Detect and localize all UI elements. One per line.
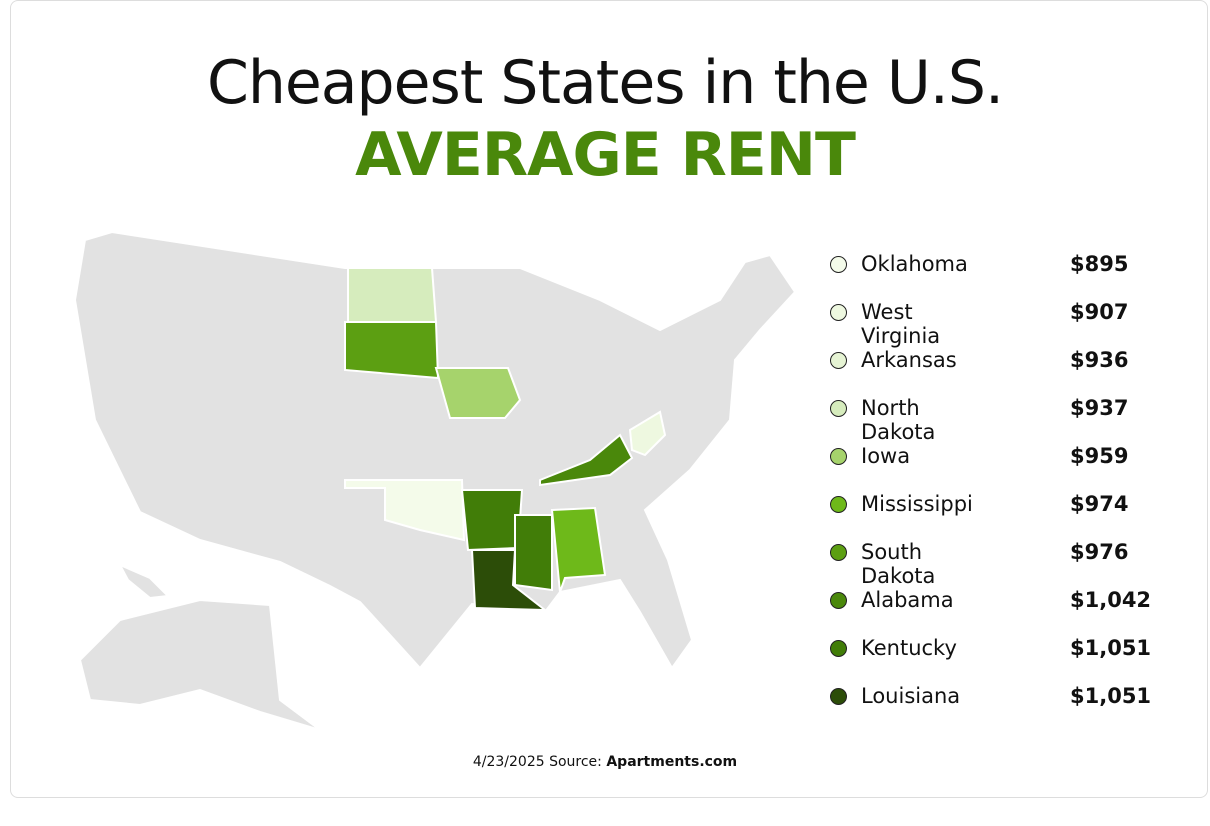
legend-swatch — [830, 448, 847, 465]
alabama-shape — [550, 506, 607, 593]
us-mainland — [73, 230, 797, 670]
legend-swatch — [830, 640, 847, 657]
base-map — [73, 230, 797, 731]
rent-value: $974 — [1070, 492, 1129, 516]
alaska — [78, 598, 321, 731]
rent-value: $907 — [1070, 300, 1129, 324]
rent-value: $1,051 — [1070, 684, 1152, 708]
source-name: Apartments.com — [606, 754, 738, 770]
source: 4/23/2025 Source: Apartments.com — [0, 754, 1210, 770]
mississippi-shape — [514, 514, 553, 592]
arkansas-shape — [460, 489, 524, 552]
south-dakota-shape — [344, 321, 440, 380]
state-name: Oklahoma — [861, 252, 968, 276]
legend-swatch — [830, 592, 847, 609]
north-dakota-shape — [347, 267, 438, 323]
state-name: Alabama — [861, 588, 954, 612]
state-name: Kentucky — [861, 636, 957, 660]
legend-swatch — [830, 256, 847, 273]
subtitle: AVERAGE RENT — [355, 120, 856, 190]
legend-swatch — [830, 304, 847, 321]
legend-swatch — [830, 688, 847, 705]
rent-value: $976 — [1070, 540, 1129, 564]
rent-value: $937 — [1070, 396, 1129, 420]
louisiana-shape — [470, 549, 549, 612]
state-name: South Dakota — [861, 540, 936, 588]
rent-value: $959 — [1070, 444, 1129, 468]
state-name: Louisiana — [861, 684, 961, 708]
title: Cheapest States in the U.S. — [206, 48, 1004, 118]
legend-swatch — [830, 496, 847, 513]
legend-swatch — [830, 352, 847, 369]
highlighted-states — [344, 267, 667, 612]
state-name: North Dakota — [861, 396, 936, 444]
state-name: Arkansas — [861, 348, 957, 372]
state-name: Iowa — [861, 444, 911, 468]
hawaii — [117, 562, 171, 600]
us-map — [73, 230, 797, 731]
card — [10, 0, 1208, 798]
rent-value: $895 — [1070, 252, 1129, 276]
state-name: West Virginia — [861, 300, 941, 348]
legend-swatch — [830, 400, 847, 417]
west-virginia-shape — [628, 410, 667, 457]
rent-value: $1,051 — [1070, 636, 1152, 660]
rent-value: $1,042 — [1070, 588, 1152, 612]
state-name: Mississippi — [861, 492, 973, 516]
kentucky-shape — [539, 433, 634, 487]
rent-value: $936 — [1070, 348, 1129, 372]
legend-swatch — [830, 544, 847, 561]
source-date: 4/23/2025 Source: — [472, 754, 602, 770]
iowa-shape — [434, 367, 522, 419]
